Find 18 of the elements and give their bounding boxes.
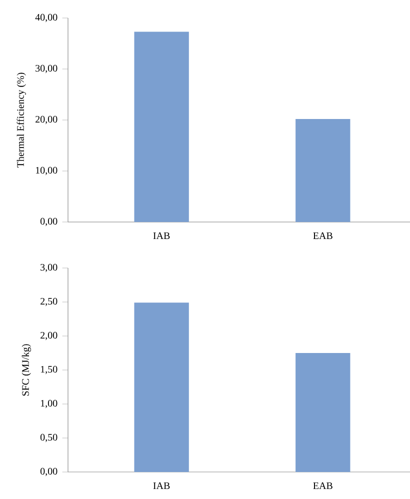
y-axis-title: Thermal Efficiency (%) [16,72,26,168]
y-tick-label: 40,00 [35,14,58,22]
x-tick-label: EAB [313,482,332,490]
y-tick-label: 0,50 [40,434,58,442]
y-axis-title: SFC (MJ/kg) [22,344,31,396]
y-tick-label: 20,00 [36,116,58,124]
y-tick-label: 0,00 [40,468,58,476]
y-tick-label: 2,00 [40,332,58,340]
y-tick-label: 2,50 [40,298,58,306]
y-tick-label: 3,00 [40,264,58,272]
y-tick-label: 0,00 [40,218,58,226]
y-tick-label: 1,00 [40,400,58,408]
x-tick-label: IAB [153,482,170,490]
x-tick-label: IAB [153,232,170,240]
y-tick-label: 1,50 [40,366,58,374]
x-tick-label: EAB [313,232,332,240]
y-tick-label: 30,00 [36,64,58,74]
y-tick-label: 10,00 [36,166,58,176]
